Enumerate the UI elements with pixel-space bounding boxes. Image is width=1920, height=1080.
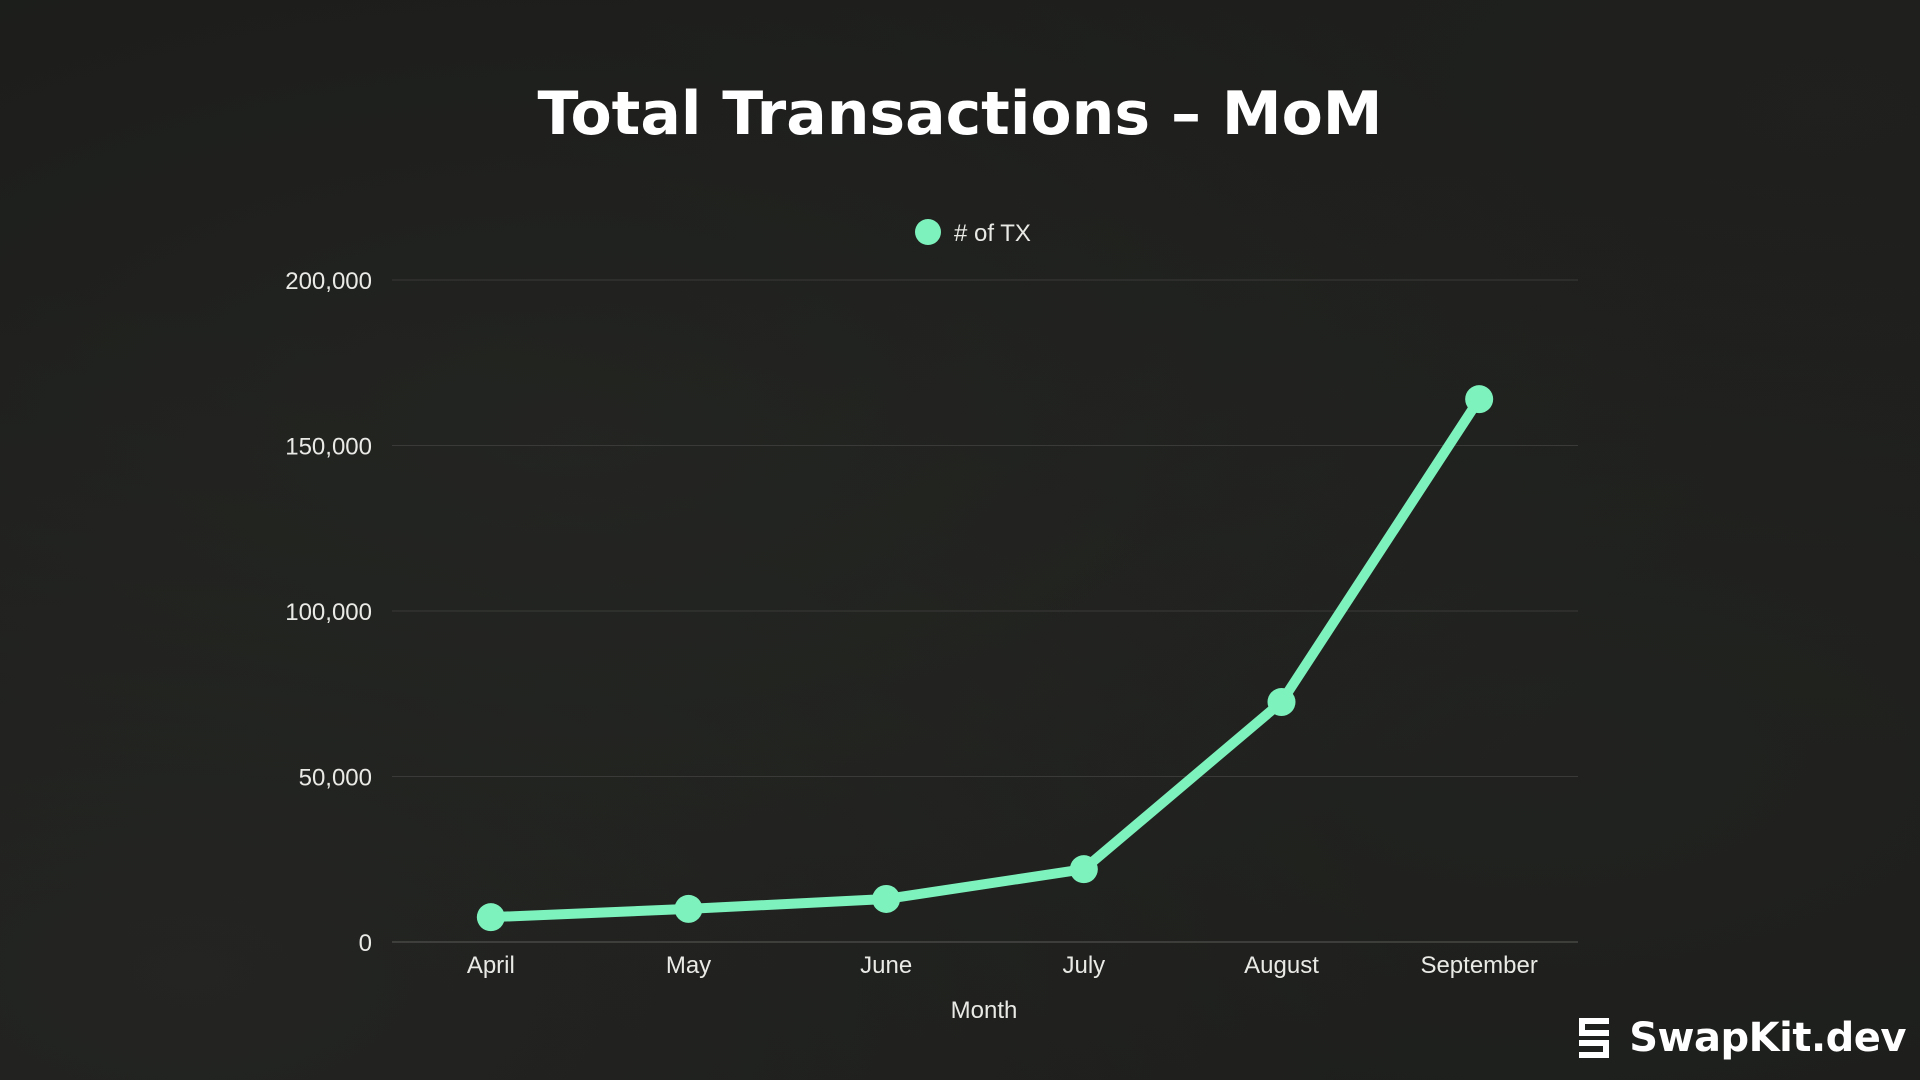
x-tick-label: September	[1420, 952, 1537, 979]
x-tick-label: August	[1244, 952, 1319, 979]
x-axis-label: Month	[951, 997, 1018, 1024]
y-tick-label: 50,000	[299, 765, 372, 792]
y-tick-label: 200,000	[285, 268, 372, 295]
data-point	[1069, 855, 1098, 884]
data-point	[674, 894, 703, 923]
series-line	[485, 394, 1485, 923]
chart-title: Total Transactions – MoM	[537, 79, 1382, 149]
y-axis-ticks: 0 50,000 100,000 150,000 200,000	[285, 268, 372, 957]
data-point	[1465, 385, 1494, 414]
legend-marker-icon	[915, 219, 941, 245]
series-tx	[476, 385, 1494, 932]
grid-lines	[392, 279, 1578, 943]
y-tick-label: 100,000	[285, 599, 372, 626]
x-tick-label: April	[467, 952, 515, 979]
x-axis-ticks: April May June July August September	[467, 952, 1538, 979]
brand-logo: SwapKit.dev	[1573, 1014, 1906, 1062]
y-tick-label: 150,000	[285, 434, 372, 461]
data-point	[872, 884, 901, 913]
legend-label: # of TX	[954, 220, 1031, 247]
y-tick-label: 0	[359, 930, 372, 957]
legend: # of TX	[915, 219, 1031, 247]
x-tick-label: May	[666, 952, 711, 979]
data-point	[476, 903, 505, 932]
brand-name: SwapKit.dev	[1629, 1015, 1906, 1061]
swapkit-logo-icon	[1579, 1018, 1610, 1058]
x-tick-label: June	[860, 952, 912, 979]
data-point	[1267, 688, 1296, 717]
x-tick-label: July	[1062, 952, 1105, 979]
